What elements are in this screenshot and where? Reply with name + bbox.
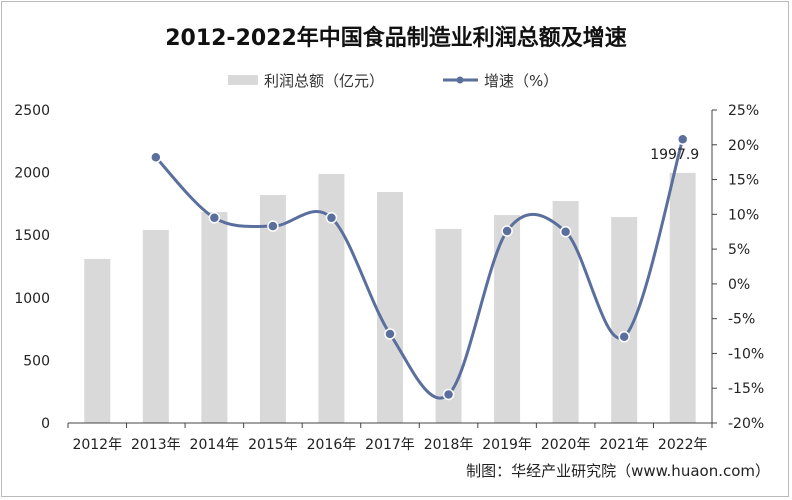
x-tick-label: 2020年 xyxy=(541,437,591,453)
growth-point xyxy=(618,331,630,343)
chart-title: 2012-2022年中国食品制造业利润总额及增速 xyxy=(165,25,627,51)
x-tick-label: 2021年 xyxy=(599,437,649,453)
left-tick-label: 2000 xyxy=(14,166,50,182)
legend-line-marker xyxy=(456,76,464,84)
bar xyxy=(142,229,169,423)
x-tick-label: 2016年 xyxy=(307,437,357,453)
growth-point xyxy=(267,220,279,232)
growth-point xyxy=(442,388,455,401)
x-tick-label: 2012年 xyxy=(72,437,122,453)
right-tick-label: -20% xyxy=(728,416,764,432)
right-tick-label: 25% xyxy=(728,103,759,119)
right-tick-label: 15% xyxy=(728,173,759,189)
left-tick-label: 500 xyxy=(23,353,50,369)
right-tick-label: 0% xyxy=(728,277,750,293)
x-tick-label: 2015年 xyxy=(248,437,298,453)
growth-point xyxy=(208,212,221,224)
growth-point xyxy=(150,151,162,164)
bar xyxy=(259,195,286,423)
right-tick-label: -5% xyxy=(728,312,755,328)
growth-point xyxy=(325,212,338,224)
data-label: 1997.9 xyxy=(650,147,699,163)
growth-point xyxy=(501,225,513,237)
legend-bar-label: 利润总额（亿元） xyxy=(264,72,384,90)
right-tick-label: -15% xyxy=(728,381,764,397)
right-tick-label: -10% xyxy=(728,346,764,362)
legend-line-label: 增速（%） xyxy=(484,72,558,90)
left-tick-label: 1500 xyxy=(14,228,50,244)
right-tick-label: 5% xyxy=(728,242,750,258)
bar xyxy=(377,192,403,423)
bar xyxy=(669,172,696,423)
x-tick-label: 2017年 xyxy=(365,437,415,453)
bar xyxy=(552,201,579,423)
x-tick-label: 2014年 xyxy=(190,437,240,453)
growth-point xyxy=(676,133,689,145)
x-tick-label: 2018年 xyxy=(424,437,474,453)
growth-point xyxy=(384,328,396,340)
x-tick-label: 2019年 xyxy=(482,437,532,453)
growth-line xyxy=(154,138,685,400)
bar xyxy=(84,258,111,423)
x-tick-label: 2022年 xyxy=(658,437,708,453)
source-note: 制图：华经产业研究院（www.huaon.com） xyxy=(466,462,770,480)
right-tick-label: 10% xyxy=(728,207,759,223)
left-tick-label: 2500 xyxy=(14,103,50,119)
legend-bar-swatch xyxy=(228,75,258,85)
growth-point xyxy=(559,225,572,238)
left-tick-label: 0 xyxy=(41,416,50,432)
left-tick-label: 1000 xyxy=(14,291,50,307)
bar xyxy=(201,212,228,423)
right-tick-label: 20% xyxy=(728,138,759,154)
x-tick-label: 2013年 xyxy=(131,437,181,453)
